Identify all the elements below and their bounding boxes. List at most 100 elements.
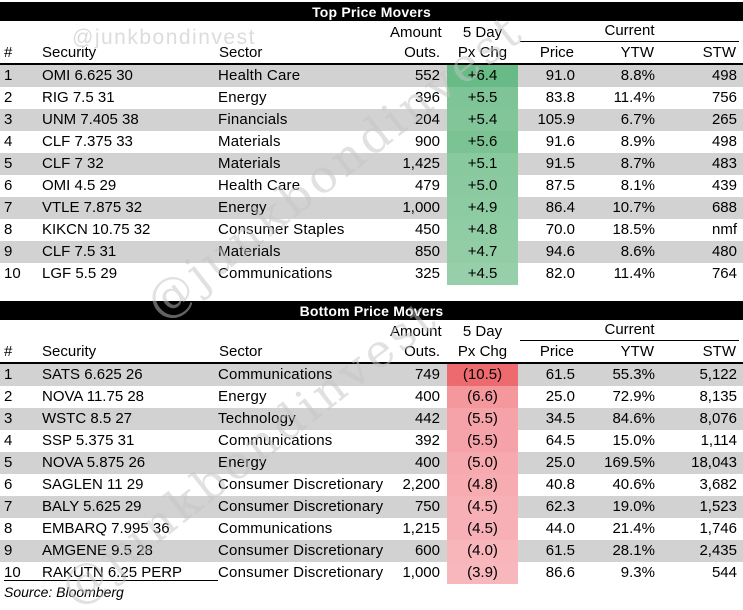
table-row: 3 UNM 7.405 38 Financials 204 +5.4 105.9 6.7% 2… — [0, 109, 743, 131]
cell-sector: Materials — [218, 155, 281, 172]
cell-stw: 498 — [711, 133, 737, 150]
cell-sector: Materials — [218, 133, 281, 150]
cell-sector: Energy — [218, 199, 267, 216]
cell-ytw: 84.6% — [612, 410, 655, 427]
cell-ytw: 55.3% — [612, 366, 655, 383]
col-header-security: Security — [42, 343, 97, 360]
cell-px_chg_5day: (4.0) — [447, 540, 518, 562]
cell-security: SATS 6.625 26 — [42, 366, 143, 383]
cell-security: LGF 5.5 29 — [42, 265, 118, 282]
cell-sector: Materials — [218, 243, 281, 260]
cell-sector: Communications — [218, 265, 333, 282]
cell-ytw: 18.5% — [612, 221, 655, 238]
cell-security: KIKCN 10.75 32 — [42, 221, 151, 238]
cell-ytw: 11.4% — [613, 265, 655, 282]
col-header-outs: Outs. — [404, 343, 440, 360]
col-header-5day: 5 Day — [462, 323, 503, 340]
col-header-price: Price — [539, 343, 574, 360]
cell-amount_outs: 1,000 — [402, 199, 440, 216]
table-row: 1 SATS 6.625 26 Communications 749 (10.5) 61.… — [0, 364, 743, 386]
cell-px_chg_5day: (10.5) — [447, 364, 518, 386]
cell-sector: Consumer Discretionary — [218, 476, 384, 493]
col-header-sector: Sector — [219, 343, 263, 360]
cell-px_chg_5day: (5.0) — [447, 452, 518, 474]
cell-sector: Energy — [218, 454, 267, 471]
cell-security: RIG 7.5 31 — [42, 89, 115, 106]
cell-stw: 8,135 — [699, 388, 737, 405]
cell-ytw: 169.5% — [604, 454, 655, 471]
cell-sector: Technology — [218, 410, 296, 427]
table-row: 1 OMI 6.625 30 Health Care 552 +6.4 91.0 8.8% 4… — [0, 65, 743, 87]
table-body: 1 SATS 6.625 26 Communications 749 (10.5) 61.… — [0, 364, 743, 584]
col-header-pxchg: Px Chg — [457, 343, 508, 360]
cell-px_chg_5day: +5.4 — [447, 109, 518, 131]
cell-px_chg_5day: +4.9 — [447, 197, 518, 219]
cell-amount_outs: 400 — [414, 454, 440, 471]
cell-num: 9 — [4, 542, 13, 559]
cell-px_chg_5day: +6.4 — [447, 65, 518, 87]
cell-stw: 1,746 — [699, 520, 737, 537]
cell-security: AMGENE 9.5 28 — [42, 542, 153, 559]
cell-price: 91.5 — [545, 155, 575, 172]
cell-price: 105.9 — [537, 111, 575, 128]
cell-security: EMBARQ 7.995 36 — [42, 520, 170, 537]
table-row: 6 OMI 4.5 29 Health Care 479 +5.0 87.5 8.1% 439 — [0, 175, 743, 197]
source-text: Source: Bloomberg — [4, 584, 124, 600]
cell-num: 8 — [4, 520, 13, 537]
cell-num: 7 — [4, 199, 13, 216]
col-header-pxchg: Px Chg — [457, 44, 508, 61]
cell-num: 2 — [4, 388, 13, 405]
cell-px_chg_5day: (5.5) — [447, 408, 518, 430]
cell-sector: Communications — [218, 432, 333, 449]
cell-price: 44.0 — [545, 520, 575, 537]
col-header-stw: STW — [702, 343, 736, 360]
cell-security: WSTC 8.5 27 — [42, 410, 133, 427]
cell-px_chg_5day: (4.5) — [447, 518, 518, 540]
cell-price: 82.0 — [545, 265, 575, 282]
col-header-5day: 5 Day — [462, 24, 503, 41]
cell-sector: Energy — [218, 89, 267, 106]
cell-sector: Consumer Discretionary — [218, 542, 384, 559]
cell-stw: 439 — [711, 177, 737, 194]
column-headers: Amount 5 Day Current # Security Sector O… — [0, 320, 743, 364]
cell-stw: 265 — [711, 111, 737, 128]
cell-num: 1 — [4, 67, 13, 84]
col-header-stw: STW — [702, 44, 736, 61]
cell-stw: 544 — [711, 564, 737, 581]
cell-price: 91.0 — [545, 67, 575, 84]
cell-num: 3 — [4, 410, 13, 427]
cell-security: CLF 7.5 31 — [42, 243, 117, 260]
col-header-ytw: YTW — [620, 343, 654, 360]
cell-num: 3 — [4, 111, 13, 128]
cell-num: 5 — [4, 155, 13, 172]
cell-price: 70.0 — [545, 221, 575, 238]
bottom-price-movers-table: Bottom Price Movers Amount 5 Day Current… — [0, 301, 743, 584]
cell-amount_outs: 442 — [414, 410, 440, 427]
cell-num: 1 — [4, 366, 13, 383]
col-header-amount: Amount — [390, 323, 442, 340]
table-row: 10 LGF 5.5 29 Communications 325 +4.5 82.0 11.… — [0, 263, 743, 285]
cell-amount_outs: 400 — [414, 388, 440, 405]
table-row: 7 VTLE 7.875 32 Energy 1,000 +4.9 86.4 10.7% 68… — [0, 197, 743, 219]
cell-sector: Communications — [218, 520, 333, 537]
cell-price: 25.0 — [545, 454, 575, 471]
cell-price: 25.0 — [545, 388, 575, 405]
cell-ytw: 72.9% — [612, 388, 655, 405]
cell-num: 4 — [4, 133, 13, 150]
col-header-security: Security — [42, 44, 97, 61]
cell-stw: 1,523 — [699, 498, 737, 515]
table-title: Bottom Price Movers — [0, 301, 743, 320]
cell-amount_outs: 392 — [414, 432, 440, 449]
table-row: 5 CLF 7 32 Materials 1,425 +5.1 91.5 8.7% 483 — [0, 153, 743, 175]
col-group-current: Current — [520, 21, 739, 42]
cell-price: 61.5 — [545, 366, 575, 383]
cell-stw: 688 — [711, 199, 737, 216]
cell-sector: Consumer Discretionary — [218, 564, 384, 581]
cell-security: RAKUTN 6.25 PERP — [42, 564, 183, 581]
col-header-amount: Amount — [390, 24, 442, 41]
cell-amount_outs: 204 — [414, 111, 440, 128]
cell-stw: 764 — [711, 265, 737, 282]
col-header-ytw: YTW — [620, 44, 654, 61]
cell-ytw: 11.4% — [613, 89, 655, 106]
cell-price: 87.5 — [545, 177, 575, 194]
